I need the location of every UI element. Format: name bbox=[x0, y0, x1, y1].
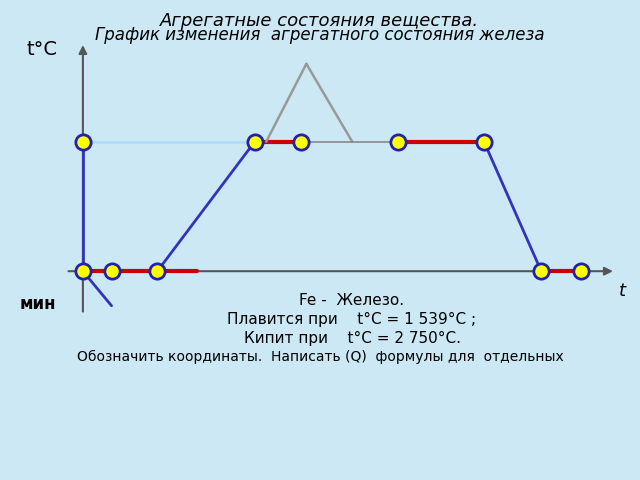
Text: Fe -  Железо.: Fe - Железо. bbox=[300, 293, 404, 308]
Text: t: t bbox=[619, 282, 626, 300]
Text: Обозначить координаты.  Написать (Q)  формулы для  отдельных: Обозначить координаты. Написать (Q) форм… bbox=[77, 350, 563, 364]
Text: График изменения  агрегатного состояния железа: График изменения агрегатного состояния ж… bbox=[95, 26, 545, 45]
Text: Кипит при    t°C = 2 750°C.: Кипит при t°C = 2 750°C. bbox=[243, 331, 461, 346]
Text: Плавится при    t°C = 1 539°C ;: Плавится при t°C = 1 539°C ; bbox=[227, 312, 477, 327]
Text: Агрегатные состояния вещества.: Агрегатные состояния вещества. bbox=[161, 12, 479, 30]
Text: t°C: t°C bbox=[26, 40, 57, 59]
Text: мин: мин bbox=[20, 295, 56, 313]
